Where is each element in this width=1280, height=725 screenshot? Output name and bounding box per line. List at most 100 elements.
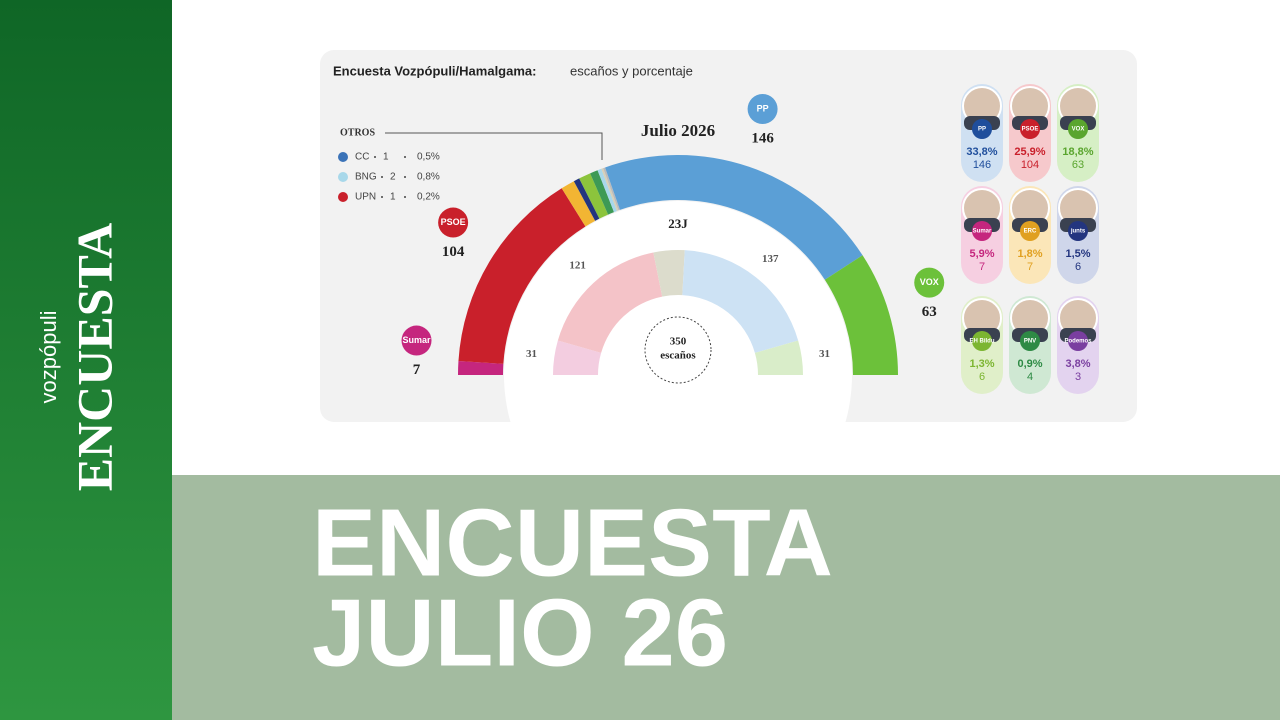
party-logo: [747, 94, 778, 125]
seat-label: 63: [922, 304, 937, 320]
legend-name: CC: [355, 152, 369, 163]
center-circle: [644, 316, 712, 384]
card-logo: [1020, 119, 1040, 139]
banner-line: ENCUESTA: [312, 489, 833, 596]
card-seats: 3: [1075, 371, 1081, 383]
seat-segment: [590, 170, 614, 215]
card-logo: [972, 221, 992, 241]
card-logo: [1068, 221, 1088, 241]
center-label: escaños: [660, 350, 696, 362]
legend-name: BNG: [355, 172, 377, 183]
card-pct: 18,8%: [1062, 146, 1093, 158]
chart: Encuesta Vozpópuli/Hamalgama: escaños y …: [333, 63, 1099, 422]
card-pct: 1,5%: [1065, 248, 1090, 260]
center-label: 350: [670, 336, 687, 348]
legend-pct: 0,5%: [417, 152, 440, 163]
seat-segment: [824, 255, 898, 375]
seat-segment: [653, 250, 685, 297]
card-pct: 33,8%: [966, 146, 997, 158]
card-logo: [1068, 331, 1088, 351]
party-logo: [914, 267, 945, 298]
seat-segment: [553, 340, 602, 375]
seat-segment: [458, 360, 504, 375]
card-logo-text: PP: [978, 127, 986, 133]
legend-name: UPN: [355, 192, 376, 203]
card-seats: 104: [1021, 159, 1039, 171]
party-logo-text: PP: [757, 103, 769, 113]
seat-segment: [603, 167, 620, 211]
card-pct: 25,9%: [1014, 146, 1045, 158]
seat-label: 31: [819, 348, 830, 360]
legend-dot: [374, 156, 376, 158]
legend-seats: 1: [390, 192, 396, 203]
card-logo-text: VOX: [1072, 127, 1085, 133]
card-seats: 63: [1072, 159, 1084, 171]
card-seats: 6: [1075, 261, 1081, 273]
card-seats: 4: [1027, 371, 1033, 383]
card-logo-text: PNV: [1024, 339, 1036, 345]
party-logo-text: VOX: [920, 277, 939, 287]
seat-label: 7: [413, 362, 421, 378]
party-logo: [401, 325, 432, 356]
chart-title: Encuesta Vozpópuli/Hamalgama:: [333, 63, 536, 78]
legend-dot: [404, 176, 406, 178]
card-seats: 6: [979, 371, 985, 383]
seat-segment: [458, 188, 586, 364]
card-pct: 5,9%: [969, 248, 994, 260]
seat-label: 31: [526, 348, 537, 360]
seat-segment: [601, 168, 619, 211]
banner: [172, 475, 1280, 720]
legend-connector: [385, 132, 603, 160]
card-pct: 1,8%: [1017, 248, 1042, 260]
seat-segment: [754, 340, 803, 375]
card-logo-text: Podemos: [1064, 339, 1092, 345]
sidebar: [0, 0, 172, 720]
card-logo-text: EH Bildu: [970, 339, 995, 345]
legend-seats: 1: [383, 152, 389, 163]
card-pct: 3,8%: [1065, 358, 1090, 370]
seat-label: 104: [442, 244, 465, 260]
card-logo: [1020, 221, 1040, 241]
seat-segment: [605, 154, 863, 280]
legend-swatch: [338, 192, 348, 202]
legend-seats: 2: [390, 172, 396, 183]
card-seats: 146: [973, 159, 991, 171]
card-pct: 0,9%: [1017, 358, 1042, 370]
card-logo-text: junts: [1070, 229, 1086, 235]
party-logo-text: Sumar: [403, 335, 432, 345]
card-logo: [972, 331, 992, 351]
banner-line: JULIO 26: [312, 579, 728, 686]
brand: vozpópuli: [36, 311, 61, 404]
seat-segment: [579, 173, 609, 219]
card-seats: 7: [1027, 261, 1033, 273]
seat-label: 146: [751, 130, 774, 146]
legend-swatch: [338, 152, 348, 162]
card-pct: 1,3%: [969, 358, 994, 370]
legend-dot: [404, 156, 406, 158]
ring-title: 23J: [668, 216, 688, 231]
legend-pct: 0,2%: [417, 192, 440, 203]
party-logo: [438, 207, 469, 238]
seat-label: 121: [569, 260, 586, 272]
ring-title: Julio 2026: [641, 121, 715, 140]
seat-segment: [573, 178, 600, 221]
card-logo-text: Sumar: [973, 229, 992, 235]
card-logo-text: ERC: [1024, 229, 1037, 235]
seat-segment: [682, 250, 799, 353]
legend-dot: [381, 196, 383, 198]
sidebar-label: ENCUESTA: [66, 223, 122, 492]
chart-subtitle: escaños y porcentaje: [570, 63, 693, 78]
party-logo-text: PSOE: [441, 217, 466, 227]
legend-title: OTROS: [340, 127, 375, 138]
seat-segment: [597, 168, 617, 213]
seat-segment: [561, 181, 596, 227]
legend-dot: [404, 196, 406, 198]
card-logo: [972, 119, 992, 139]
legend-dot: [381, 176, 383, 178]
seat-segment: [557, 252, 663, 353]
card-logo: [1020, 331, 1040, 351]
card-seats: 7: [979, 261, 985, 273]
legend-swatch: [338, 172, 348, 182]
